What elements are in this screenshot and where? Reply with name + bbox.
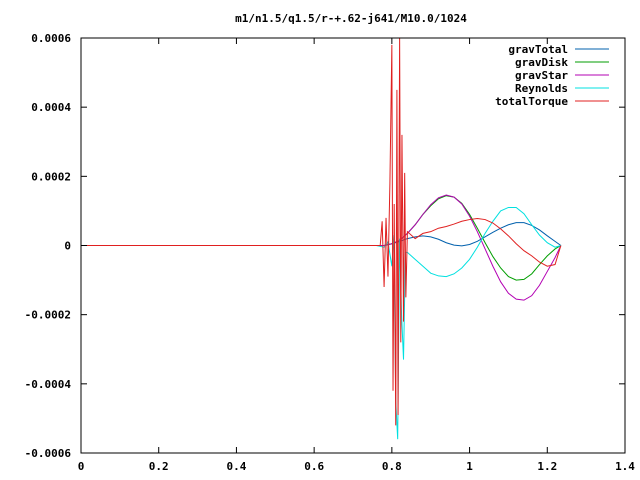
x-tick-label: 1.2 bbox=[537, 460, 557, 473]
series-line-Reynolds bbox=[81, 206, 562, 440]
y-tick-label: 0.0002 bbox=[31, 170, 71, 183]
series-line-gravTotal bbox=[81, 222, 562, 247]
y-tick-label: -0.0002 bbox=[25, 309, 71, 322]
series-line-gravDisk bbox=[81, 195, 562, 281]
x-tick-label: 0.8 bbox=[382, 460, 402, 473]
x-tick-label: 1.4 bbox=[615, 460, 635, 473]
axis-tick-labels: 0 0.2 0.4 0.6 0.8 1 1.2 1.40.00060.00040.00020-… bbox=[25, 32, 636, 473]
legend-item-gravStar: gravStar bbox=[515, 69, 609, 82]
legend-item-gravDisk: gravDisk bbox=[515, 56, 609, 69]
y-tick-label: -0.0006 bbox=[25, 447, 72, 460]
y-tick-label: 0 bbox=[64, 240, 71, 253]
x-tick-label: 0 bbox=[78, 460, 85, 473]
legend-label: gravDisk bbox=[515, 56, 568, 69]
y-tick-label: 0.0006 bbox=[31, 32, 71, 45]
x-tick-label: 0.4 bbox=[226, 460, 246, 473]
x-tick-label: 1 bbox=[466, 460, 473, 473]
legend-label: Reynolds bbox=[515, 82, 568, 95]
legend-label: gravStar bbox=[515, 69, 568, 82]
legend-item-gravTotal: gravTotal bbox=[508, 43, 609, 56]
y-tick-label: -0.0004 bbox=[25, 378, 72, 391]
series-line-totalTorque bbox=[81, 38, 562, 426]
x-tick-label: 0.6 bbox=[304, 460, 324, 473]
series-line-gravStar bbox=[81, 194, 562, 301]
legend-label: gravTotal bbox=[508, 43, 568, 56]
legend-label: totalTorque bbox=[495, 95, 568, 108]
series-layer bbox=[81, 38, 562, 440]
y-tick-label: 0.0004 bbox=[31, 101, 71, 114]
chart-title: m1/n1.5/q1.5/r-+.62-j641/M10.0/1024 bbox=[235, 12, 467, 25]
legend-item-totalTorque: totalTorque bbox=[495, 95, 609, 108]
legend-item-Reynolds: Reynolds bbox=[515, 82, 609, 95]
axis-ticks bbox=[81, 38, 625, 453]
x-tick-label: 0.2 bbox=[149, 460, 169, 473]
legend: gravTotalgravDiskgravStarReynoldstotalTo… bbox=[495, 43, 609, 108]
